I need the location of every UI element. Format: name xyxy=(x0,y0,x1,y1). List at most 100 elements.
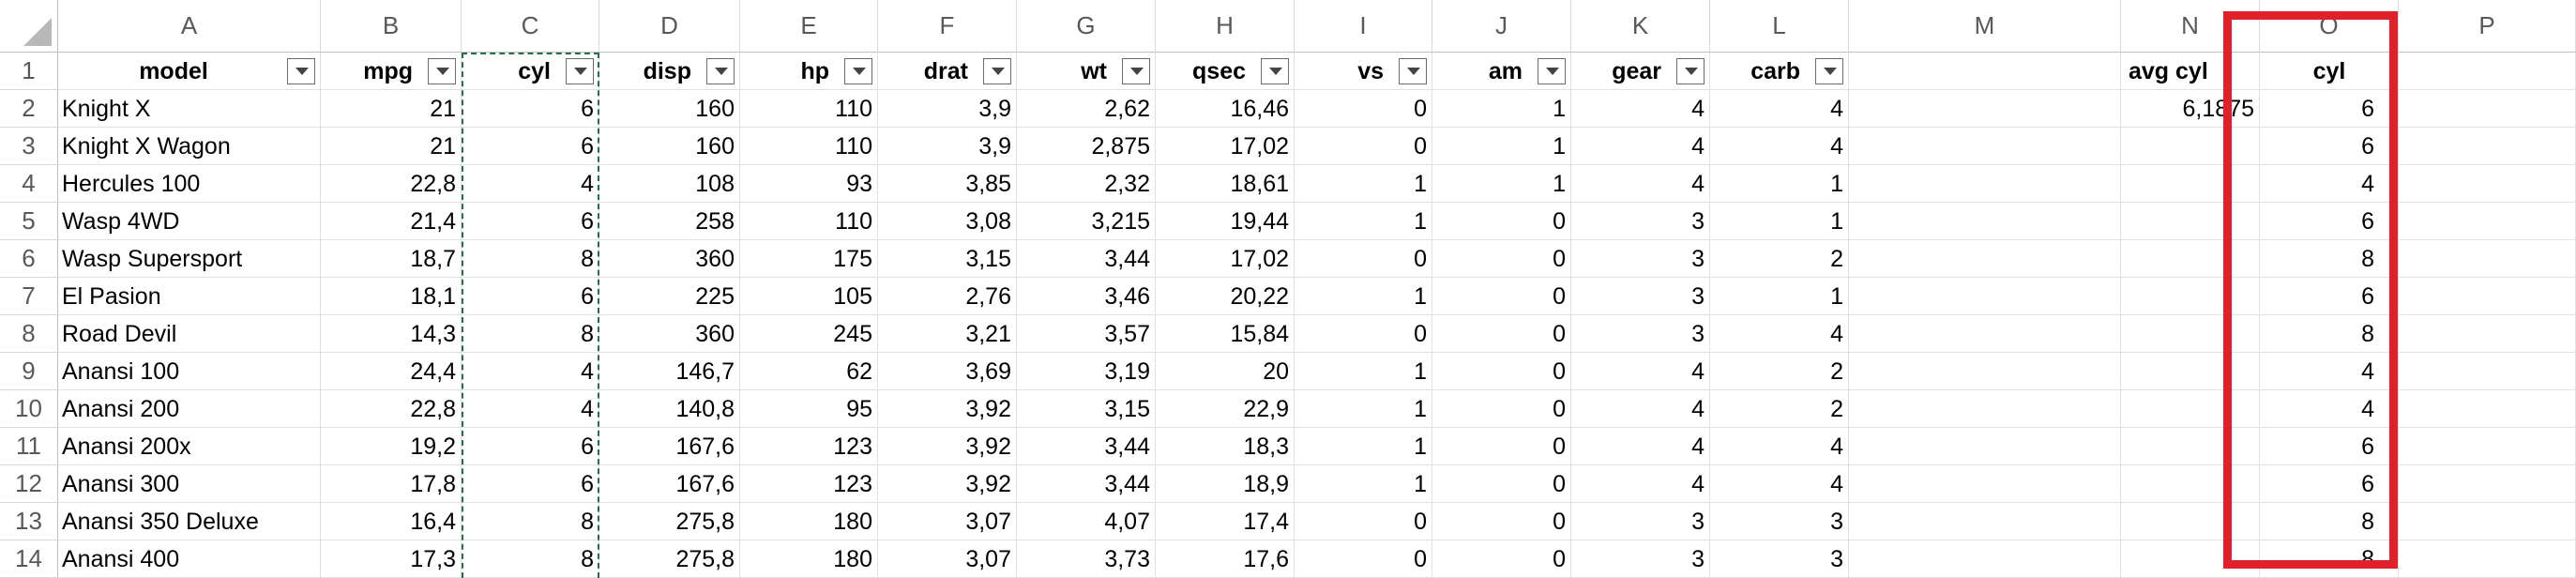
filter-dropdown-drat-icon[interactable] xyxy=(983,58,1011,84)
data-cell-am[interactable]: 0 xyxy=(1553,321,1566,347)
grid-cell[interactable] xyxy=(2260,465,2399,503)
grid-cell[interactable] xyxy=(1295,353,1432,390)
data-cell-am[interactable]: 0 xyxy=(1553,246,1566,272)
grid-cell[interactable] xyxy=(321,353,462,390)
grid-cell[interactable] xyxy=(1156,165,1295,203)
grid-cell[interactable] xyxy=(2121,240,2260,278)
data-cell-qsec[interactable]: 16,46 xyxy=(1230,96,1289,122)
grid-cell[interactable] xyxy=(1295,278,1432,315)
data-cell-hp[interactable]: 123 xyxy=(833,471,872,497)
data-cell-disp[interactable]: 160 xyxy=(695,96,735,122)
data-cell-wt[interactable]: 3,57 xyxy=(1104,321,1150,347)
data-cell-drat[interactable]: 3,69 xyxy=(965,358,1011,385)
header-cell-wt[interactable]: wt xyxy=(1081,58,1107,84)
grid-cell[interactable] xyxy=(58,165,321,203)
data-cell-qsec[interactable]: 17,6 xyxy=(1243,546,1289,572)
grid-cell[interactable] xyxy=(878,165,1017,203)
column-header-f[interactable]: F xyxy=(878,0,1017,53)
grid-cell[interactable] xyxy=(740,203,878,240)
grid-cell[interactable] xyxy=(2121,503,2260,540)
o-cyl-value[interactable]: 4 xyxy=(2361,171,2374,197)
grid-cell[interactable] xyxy=(599,203,740,240)
data-cell-qsec[interactable]: 18,3 xyxy=(1243,434,1289,460)
data-cell-gear[interactable]: 4 xyxy=(1691,396,1705,422)
row-header-6[interactable]: 6 xyxy=(0,240,58,278)
grid-cell[interactable] xyxy=(878,90,1017,128)
o-cyl-value[interactable]: 6 xyxy=(2361,283,2374,310)
grid-cell[interactable] xyxy=(1849,128,2121,165)
column-header-j[interactable]: J xyxy=(1432,0,1571,53)
data-cell-gear[interactable]: 3 xyxy=(1691,246,1705,272)
row-header-1[interactable]: 1 xyxy=(0,53,58,90)
column-header-p[interactable]: P xyxy=(2399,0,2576,53)
data-cell-vs[interactable]: 1 xyxy=(1414,471,1427,497)
header-cell-am[interactable]: am xyxy=(1488,58,1523,84)
row-header-10[interactable]: 10 xyxy=(0,390,58,428)
grid-cell[interactable] xyxy=(2399,465,2576,503)
column-header-g[interactable]: G xyxy=(1017,0,1156,53)
grid-cell[interactable] xyxy=(1571,315,1710,353)
grid-cell[interactable] xyxy=(321,390,462,428)
data-cell-disp[interactable]: 225 xyxy=(695,283,735,310)
data-cell-vs[interactable]: 0 xyxy=(1414,546,1427,572)
grid-cell[interactable] xyxy=(321,128,462,165)
data-cell-hp[interactable]: 62 xyxy=(846,358,872,385)
filter-dropdown-hp-icon[interactable] xyxy=(844,58,872,84)
grid-cell[interactable] xyxy=(1710,165,1849,203)
row-header-13[interactable]: 13 xyxy=(0,503,58,540)
data-cell-gear[interactable]: 3 xyxy=(1691,546,1705,572)
grid-cell[interactable] xyxy=(2260,90,2399,128)
grid-cell[interactable] xyxy=(58,428,321,465)
data-cell-wt[interactable]: 4,07 xyxy=(1104,509,1150,535)
grid-cell[interactable] xyxy=(1849,428,2121,465)
data-cell-carb[interactable]: 1 xyxy=(1830,208,1843,235)
data-cell-gear[interactable]: 4 xyxy=(1691,96,1705,122)
grid-cell[interactable] xyxy=(2121,315,2260,353)
grid-cell[interactable] xyxy=(58,278,321,315)
grid-cell[interactable] xyxy=(321,315,462,353)
grid-cell[interactable] xyxy=(2399,165,2576,203)
grid-cell[interactable] xyxy=(1432,278,1571,315)
grid-cell[interactable] xyxy=(321,278,462,315)
data-cell-qsec[interactable]: 18,9 xyxy=(1243,471,1289,497)
grid-cell[interactable] xyxy=(1156,53,1295,90)
grid-cell[interactable] xyxy=(1295,203,1432,240)
data-cell-mpg[interactable]: 18,1 xyxy=(410,283,456,310)
grid-cell[interactable] xyxy=(1432,90,1571,128)
grid-cell[interactable] xyxy=(1156,128,1295,165)
data-cell-wt[interactable]: 3,44 xyxy=(1104,434,1150,460)
grid-cell[interactable] xyxy=(878,353,1017,390)
data-cell-cyl[interactable]: 8 xyxy=(581,509,594,535)
column-header-e[interactable]: E xyxy=(740,0,878,53)
grid-cell[interactable] xyxy=(1017,315,1156,353)
header-cell-vs[interactable]: vs xyxy=(1357,58,1384,84)
column-header-m[interactable]: M xyxy=(1849,0,2121,53)
grid-cell[interactable] xyxy=(1571,240,1710,278)
grid-cell[interactable] xyxy=(1017,278,1156,315)
data-cell-qsec[interactable]: 22,9 xyxy=(1243,396,1289,422)
grid-cell[interactable] xyxy=(2260,240,2399,278)
grid-cell[interactable] xyxy=(2260,428,2399,465)
data-cell-mpg[interactable]: 17,3 xyxy=(410,546,456,572)
data-cell-cyl[interactable]: 6 xyxy=(581,434,594,460)
data-cell-drat[interactable]: 3,07 xyxy=(965,509,1011,535)
grid-cell[interactable] xyxy=(2121,353,2260,390)
grid-cell[interactable] xyxy=(1710,353,1849,390)
grid-cell[interactable] xyxy=(1571,165,1710,203)
grid-cell[interactable] xyxy=(1571,128,1710,165)
grid-cell[interactable] xyxy=(321,90,462,128)
grid-cell[interactable] xyxy=(599,503,740,540)
grid-cell[interactable] xyxy=(740,240,878,278)
data-cell-gear[interactable]: 3 xyxy=(1691,321,1705,347)
grid-cell[interactable] xyxy=(878,203,1017,240)
data-cell-drat[interactable]: 3,9 xyxy=(978,133,1011,160)
grid-cell[interactable] xyxy=(878,428,1017,465)
filter-dropdown-qsec-icon[interactable] xyxy=(1261,58,1289,84)
grid-cell[interactable] xyxy=(1432,240,1571,278)
data-cell-wt[interactable]: 2,62 xyxy=(1104,96,1150,122)
grid-cell[interactable] xyxy=(1432,203,1571,240)
grid-cell[interactable] xyxy=(58,390,321,428)
header-cell-hp[interactable]: hp xyxy=(800,58,829,84)
data-cell-mpg[interactable]: 17,8 xyxy=(410,471,456,497)
data-cell-am[interactable]: 0 xyxy=(1553,358,1566,385)
